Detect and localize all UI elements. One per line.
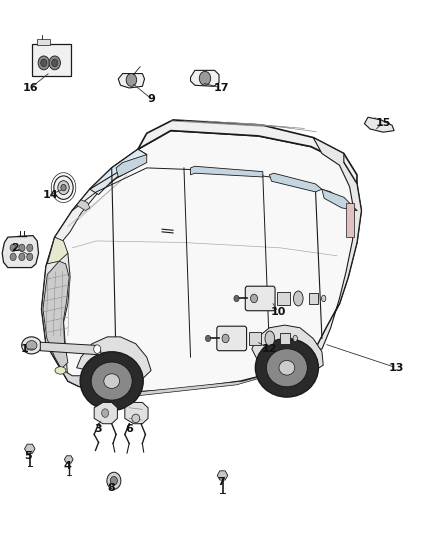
Circle shape (205, 335, 211, 342)
Ellipse shape (293, 335, 297, 342)
Text: 12: 12 (261, 344, 277, 354)
Ellipse shape (104, 374, 120, 389)
Text: 8: 8 (108, 483, 116, 492)
Ellipse shape (132, 414, 140, 423)
Polygon shape (217, 471, 228, 480)
Circle shape (10, 244, 16, 252)
Polygon shape (191, 166, 263, 177)
Ellipse shape (21, 337, 41, 354)
Polygon shape (96, 368, 293, 395)
Text: 4: 4 (64, 462, 72, 471)
Polygon shape (90, 149, 147, 195)
Circle shape (110, 477, 117, 485)
Bar (37, 39, 50, 45)
Bar (249, 332, 261, 345)
Ellipse shape (265, 331, 275, 346)
Polygon shape (42, 237, 70, 381)
Bar (277, 292, 290, 305)
Ellipse shape (266, 349, 307, 387)
Text: 9: 9 (147, 94, 155, 103)
Circle shape (58, 181, 69, 195)
Text: 15: 15 (375, 118, 391, 127)
Text: 17: 17 (213, 83, 229, 93)
Polygon shape (64, 456, 73, 463)
Circle shape (19, 244, 25, 252)
Polygon shape (55, 149, 147, 243)
Polygon shape (138, 120, 357, 184)
Ellipse shape (26, 341, 37, 350)
Text: 3: 3 (95, 424, 102, 434)
Circle shape (41, 59, 47, 67)
Circle shape (234, 295, 239, 302)
Circle shape (126, 74, 137, 86)
Circle shape (251, 294, 258, 303)
Bar (309, 293, 318, 304)
Text: 13: 13 (389, 363, 404, 373)
Polygon shape (269, 173, 322, 192)
Circle shape (107, 472, 121, 489)
Circle shape (222, 334, 229, 343)
Polygon shape (47, 237, 68, 264)
Polygon shape (77, 200, 90, 211)
Circle shape (52, 59, 58, 67)
Circle shape (49, 56, 60, 70)
Circle shape (10, 253, 16, 261)
Polygon shape (42, 131, 361, 392)
Circle shape (54, 176, 73, 199)
Text: 16: 16 (23, 83, 39, 93)
Ellipse shape (293, 291, 303, 306)
Text: 2: 2 (11, 243, 19, 253)
Polygon shape (40, 342, 101, 354)
Ellipse shape (255, 338, 318, 397)
Circle shape (27, 253, 33, 261)
Circle shape (38, 56, 49, 70)
Polygon shape (25, 444, 35, 454)
Circle shape (94, 345, 101, 353)
Text: 6: 6 (125, 424, 133, 434)
Text: 10: 10 (270, 307, 286, 317)
Polygon shape (313, 138, 361, 349)
Polygon shape (43, 261, 69, 369)
FancyBboxPatch shape (32, 44, 71, 76)
FancyBboxPatch shape (217, 326, 247, 351)
Circle shape (27, 244, 33, 252)
Text: 7: 7 (217, 478, 225, 487)
Circle shape (199, 71, 211, 85)
Ellipse shape (321, 295, 326, 302)
Ellipse shape (55, 367, 66, 374)
Polygon shape (2, 236, 39, 268)
FancyBboxPatch shape (245, 286, 275, 311)
Bar (280, 333, 290, 344)
Text: 5: 5 (25, 451, 32, 461)
Polygon shape (252, 325, 323, 373)
Ellipse shape (80, 352, 143, 410)
Polygon shape (116, 155, 147, 177)
Ellipse shape (91, 362, 132, 400)
Text: 14: 14 (42, 190, 58, 199)
Ellipse shape (279, 360, 295, 375)
Polygon shape (118, 74, 145, 88)
Polygon shape (322, 189, 357, 211)
Circle shape (19, 253, 25, 261)
Polygon shape (77, 337, 151, 381)
Polygon shape (94, 402, 117, 424)
Circle shape (102, 409, 109, 417)
Polygon shape (191, 70, 219, 86)
Bar (346, 203, 354, 237)
Polygon shape (46, 344, 96, 389)
Polygon shape (364, 117, 394, 132)
Text: 1: 1 (20, 344, 28, 354)
Circle shape (61, 184, 66, 191)
Polygon shape (125, 402, 148, 424)
